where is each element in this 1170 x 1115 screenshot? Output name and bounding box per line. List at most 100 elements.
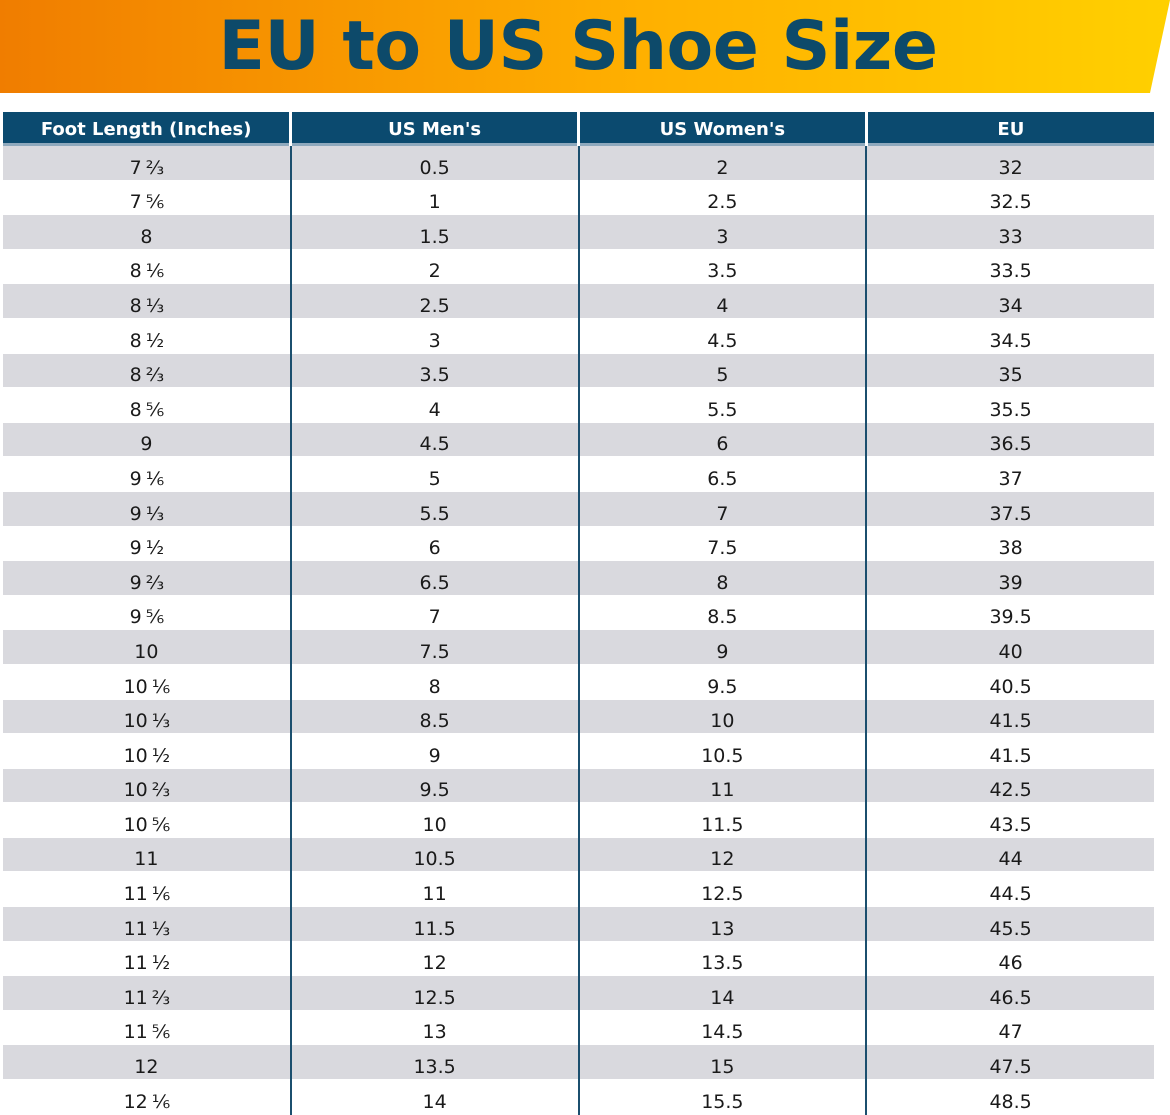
eu-cell: 43.5	[865, 802, 1154, 838]
foot-length-fraction: ⅚	[145, 191, 164, 214]
table-body: 7 ⅔ 0.5 2 32 7 ⅚ 1 2.5 32.5 8 1.5 3 33 8 ⅙ 2 3.5 33.5 8 ⅓ 2.5…	[3, 146, 1154, 1115]
us-womens-cell: 2	[577, 146, 867, 181]
foot-length-whole: 11	[134, 848, 159, 871]
eu-cell: 32.5	[865, 180, 1154, 216]
us-mens-cell: 6	[289, 526, 579, 562]
us-womens-cell: 14	[577, 975, 867, 1011]
us-womens-cell: 10	[577, 699, 867, 735]
foot-length-whole: 11	[123, 917, 148, 940]
us-womens-cell: 8	[577, 560, 867, 596]
us-womens-cell: 7.5	[577, 526, 867, 562]
us-womens-cell: 7	[577, 491, 867, 527]
table-row: 8 ⅚ 4 5.5 35.5	[3, 387, 1154, 423]
eu-cell: 37.5	[865, 491, 1154, 527]
foot-length-whole: 11	[123, 952, 148, 975]
table-row: 9 ⅓ 5.5 7 37.5	[3, 491, 1154, 527]
table-row: 11 ⅓ 11.5 13 45.5	[3, 906, 1154, 942]
foot-length-cell: 10 ⅙	[3, 664, 291, 700]
title-banner: EU to US Shoe Size	[0, 0, 1170, 93]
us-mens-cell: 0.5	[289, 146, 579, 181]
shoe-size-table: Foot Length (Inches) US Men's US Women's…	[3, 112, 1154, 1115]
foot-length-whole: 9	[129, 537, 142, 560]
eu-cell: 46	[865, 941, 1154, 977]
table-row: 11 10.5 12 44	[3, 837, 1154, 873]
foot-length-whole: 10	[123, 675, 148, 698]
eu-cell: 35	[865, 353, 1154, 389]
foot-length-cell: 10 ⅓	[3, 699, 291, 735]
us-womens-cell: 4.5	[577, 318, 867, 354]
us-mens-cell: 12.5	[289, 975, 579, 1011]
foot-length-fraction: ⅚	[151, 813, 170, 836]
us-womens-cell: 3	[577, 214, 867, 250]
table-row: 9 ⅙ 5 6.5 37	[3, 456, 1154, 492]
foot-length-whole: 8	[129, 329, 142, 352]
us-mens-cell: 5	[289, 456, 579, 492]
foot-length-whole: 9	[129, 606, 142, 629]
foot-length-fraction: ⅓	[151, 917, 170, 940]
foot-length-fraction: ⅓	[145, 294, 164, 317]
table-row: 9 ⅔ 6.5 8 39	[3, 560, 1154, 596]
us-mens-cell: 1.5	[289, 214, 579, 250]
eu-cell: 39.5	[865, 595, 1154, 631]
table-row: 11 ⅔ 12.5 14 46.5	[3, 975, 1154, 1011]
eu-cell: 34	[865, 283, 1154, 319]
foot-length-whole: 10	[123, 779, 148, 802]
column-header-us-womens: US Women's	[577, 112, 867, 146]
foot-length-whole: 11	[123, 883, 148, 906]
table-row: 11 ⅚ 13 14.5 47	[3, 1010, 1154, 1046]
us-mens-cell: 6.5	[289, 560, 579, 596]
table-row: 12 13.5 15 47.5	[3, 1044, 1154, 1081]
us-mens-cell: 8	[289, 664, 579, 700]
eu-cell: 39	[865, 560, 1154, 596]
header-row: Foot Length (Inches) US Men's US Women's…	[3, 112, 1154, 146]
us-mens-cell: 9	[289, 733, 579, 769]
us-womens-cell: 15	[577, 1044, 867, 1081]
foot-length-whole: 7	[129, 156, 142, 179]
foot-length-whole: 11	[123, 1021, 148, 1044]
foot-length-fraction: ⅙	[151, 675, 170, 698]
foot-length-whole: 9	[140, 433, 153, 456]
foot-length-cell: 11 ⅓	[3, 906, 291, 942]
us-womens-cell: 9	[577, 629, 867, 665]
eu-cell: 37	[865, 456, 1154, 492]
foot-length-whole: 12	[134, 1056, 159, 1079]
foot-length-whole: 9	[129, 502, 142, 525]
us-mens-cell: 9.5	[289, 768, 579, 804]
us-mens-cell: 13.5	[289, 1044, 579, 1081]
table-row: 10 ½ 9 10.5 41.5	[3, 733, 1154, 769]
us-womens-cell: 13.5	[577, 941, 867, 977]
us-womens-cell: 12	[577, 837, 867, 873]
us-womens-cell: 14.5	[577, 1010, 867, 1046]
foot-length-fraction: ⅔	[145, 156, 164, 179]
foot-length-fraction: ⅚	[145, 606, 164, 629]
us-womens-cell: 11	[577, 768, 867, 804]
eu-cell: 34.5	[865, 318, 1154, 354]
page-title: EU to US Shoe Size	[218, 7, 938, 86]
foot-length-cell: 11	[3, 837, 291, 873]
foot-length-fraction: ⅔	[145, 571, 164, 594]
foot-length-cell: 8	[3, 214, 291, 250]
foot-length-whole: 10	[134, 640, 159, 663]
foot-length-fraction: ⅙	[151, 1090, 170, 1113]
eu-cell: 32	[865, 146, 1154, 181]
foot-length-whole: 8	[129, 294, 142, 317]
us-mens-cell: 2	[289, 249, 579, 285]
us-womens-cell: 6	[577, 422, 867, 458]
us-womens-cell: 4	[577, 283, 867, 319]
eu-cell: 47.5	[865, 1044, 1154, 1081]
us-mens-cell: 4	[289, 387, 579, 423]
us-womens-cell: 3.5	[577, 249, 867, 285]
us-womens-cell: 10.5	[577, 733, 867, 769]
us-womens-cell: 9.5	[577, 664, 867, 700]
foot-length-fraction: ½	[145, 537, 164, 560]
table-row: 9 ½ 6 7.5 38	[3, 526, 1154, 562]
column-header-us-mens: US Men's	[289, 112, 579, 146]
foot-length-cell: 10 ½	[3, 733, 291, 769]
foot-length-fraction: ⅔	[151, 779, 170, 802]
eu-cell: 35.5	[865, 387, 1154, 423]
